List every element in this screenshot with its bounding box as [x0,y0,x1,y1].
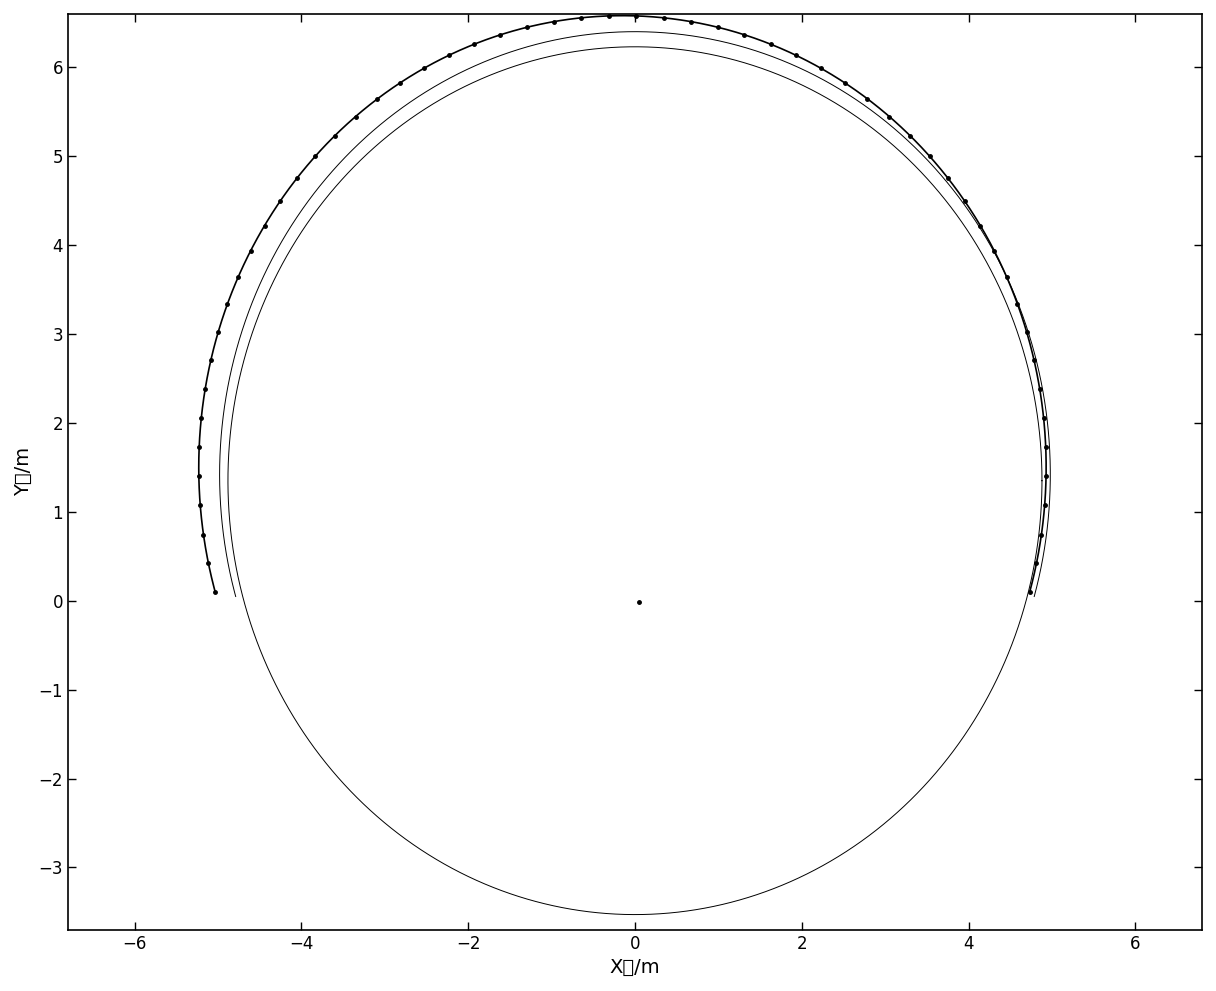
Y-axis label: Y轴/m: Y轴/m [13,447,33,496]
X-axis label: X轴/m: X轴/m [609,958,660,977]
